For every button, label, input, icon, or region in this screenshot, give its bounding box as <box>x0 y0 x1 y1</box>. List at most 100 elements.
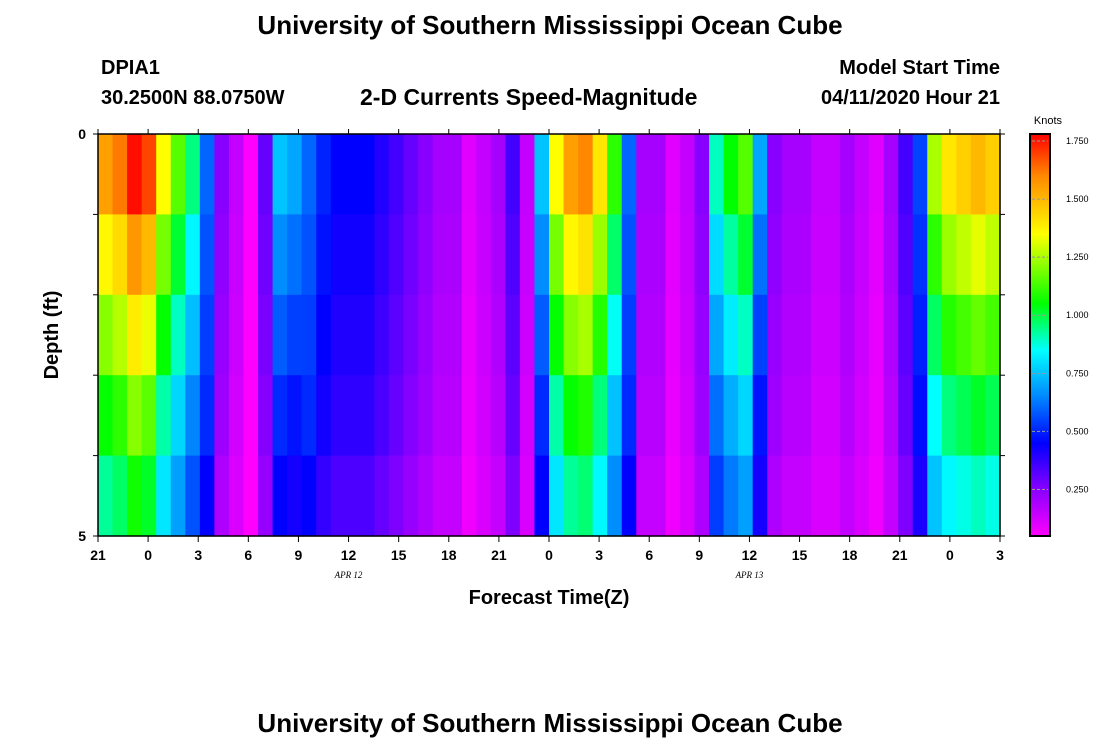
x-tick-label: 0 <box>144 547 152 563</box>
heat-cell <box>607 375 623 457</box>
x-tick-label: 3 <box>996 547 1004 563</box>
colorbar-tick-label: 1.250 <box>1066 252 1089 262</box>
heat-cell <box>592 134 608 215</box>
colorbar-tick-label: 1.750 <box>1066 136 1089 146</box>
heat-cell <box>447 134 463 215</box>
heat-cell <box>578 214 594 296</box>
x-tick-label: 0 <box>946 547 954 563</box>
heat-cell <box>505 214 521 296</box>
heat-cell <box>272 214 288 296</box>
heat-cell <box>563 134 579 215</box>
heat-cell <box>243 294 259 376</box>
heat-cell <box>519 375 536 457</box>
heat-cell <box>316 134 332 215</box>
heat-cell <box>781 214 797 296</box>
x-tick-label: 3 <box>194 547 202 563</box>
heat-cell <box>549 455 565 537</box>
heat-cell <box>898 375 914 457</box>
heat-cell <box>752 455 768 537</box>
heat-cell <box>272 375 288 457</box>
heat-cell <box>563 375 579 457</box>
heat-cell <box>156 134 172 215</box>
heat-cell <box>621 134 637 215</box>
x-tick-label: 6 <box>645 547 653 563</box>
y-axis-label: Depth (ft) <box>41 291 63 380</box>
heat-cell <box>665 134 681 215</box>
heat-cell <box>214 455 230 537</box>
heat-cell <box>578 375 594 457</box>
heat-cell <box>112 294 128 376</box>
heat-cell <box>418 214 434 296</box>
heat-cell <box>490 375 506 457</box>
heat-cell <box>127 294 143 376</box>
heat-cell <box>825 134 841 215</box>
heat-cell <box>214 214 230 296</box>
heat-cell <box>403 455 419 537</box>
heat-cell <box>985 375 1001 457</box>
heat-cell <box>141 455 157 537</box>
heat-cell <box>127 134 143 215</box>
y-axis: 05 <box>78 126 1005 544</box>
heat-cell <box>927 375 943 457</box>
heat-cell <box>665 214 681 296</box>
heat-cell <box>825 214 841 296</box>
heat-cell <box>796 375 812 457</box>
model-start-value: 04/11/2020 Hour 21 <box>820 87 1000 109</box>
heat-cell <box>199 134 215 215</box>
heat-cell <box>941 455 957 537</box>
heat-cell <box>461 375 477 457</box>
date-label: APR 12 <box>334 570 363 580</box>
heat-cell <box>578 134 594 215</box>
x-tick-label: 6 <box>244 547 252 563</box>
heat-cell <box>854 294 870 376</box>
heat-cell <box>796 455 812 537</box>
heat-cell <box>432 294 448 376</box>
heat-cell <box>752 294 768 376</box>
heat-cell <box>956 214 972 296</box>
heat-cell <box>592 455 608 537</box>
heat-cell <box>636 134 652 215</box>
heat-cell <box>956 134 972 215</box>
heat-cell <box>839 375 856 457</box>
heat-cell <box>258 375 274 457</box>
heat-cell <box>141 294 157 376</box>
heat-cell <box>679 134 696 215</box>
heat-cell <box>432 455 448 537</box>
heat-cell <box>287 134 303 215</box>
heat-cell <box>156 375 172 457</box>
heat-cell <box>650 134 666 215</box>
heat-cell <box>359 134 376 215</box>
heat-cell <box>694 294 710 376</box>
heat-cell <box>505 375 521 457</box>
heat-cell <box>185 375 201 457</box>
heat-cell <box>330 375 346 457</box>
heat-cell <box>287 375 303 457</box>
heat-cell <box>214 375 230 457</box>
heat-cell <box>563 455 579 537</box>
colorbar-tick-label: 1.500 <box>1066 194 1089 204</box>
heat-cell <box>912 294 928 376</box>
heat-cell <box>709 375 725 457</box>
heat-cell <box>898 134 914 215</box>
heat-cell <box>243 375 259 457</box>
heat-cell <box>694 375 710 457</box>
heat-cell <box>636 375 652 457</box>
heat-cell <box>592 294 608 376</box>
heat-cell <box>199 294 215 376</box>
heat-cell <box>272 455 288 537</box>
heat-cell <box>345 455 361 537</box>
heat-cell <box>956 294 972 376</box>
heat-cell <box>98 214 114 296</box>
heat-cell <box>781 134 797 215</box>
heat-cell <box>563 294 579 376</box>
heat-cell <box>549 294 565 376</box>
heat-cell <box>898 294 914 376</box>
heat-cell <box>767 375 783 457</box>
heat-cell <box>374 375 390 457</box>
heat-cell <box>228 134 245 215</box>
heat-cell <box>185 455 201 537</box>
x-tick-label: 15 <box>391 547 407 563</box>
heat-cell <box>709 455 725 537</box>
heat-cell <box>432 214 448 296</box>
heat-cell <box>694 455 710 537</box>
